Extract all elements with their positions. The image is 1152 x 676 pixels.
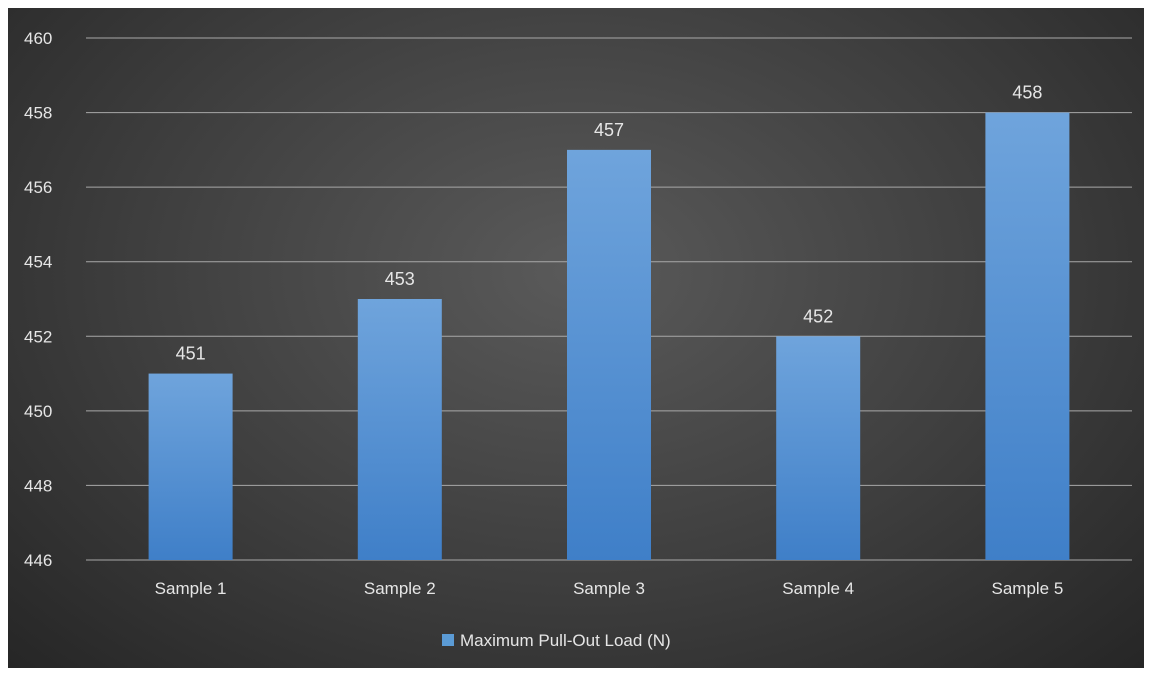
- chart-area: 446 448 450 452 454 456 458 460 451 453 457 452 458…: [8, 8, 1144, 668]
- y-tick-label: 450: [24, 402, 52, 421]
- legend-swatch: [442, 634, 454, 646]
- bar: [985, 112, 1070, 561]
- data-label: 457: [594, 120, 624, 140]
- data-labels: 451 453 457 452 458: [176, 83, 1043, 364]
- category-label: Sample 4: [782, 579, 854, 598]
- y-tick-label: 446: [24, 551, 52, 570]
- data-label: 451: [176, 344, 206, 364]
- y-tick-label: 454: [24, 253, 52, 272]
- category-label: Sample 1: [155, 579, 227, 598]
- y-tick-label: 460: [24, 29, 52, 48]
- bar-chart: 446 448 450 452 454 456 458 460 451 453 457 452 458…: [24, 29, 1132, 650]
- x-axis-category-labels: Sample 1 Sample 2 Sample 3 Sample 4 Sample 5: [155, 579, 1064, 598]
- data-label: 458: [1012, 83, 1042, 103]
- legend: Maximum Pull-Out Load (N): [442, 631, 671, 650]
- category-label: Sample 3: [573, 579, 645, 598]
- data-label: 452: [803, 306, 833, 326]
- bar: [357, 299, 442, 560]
- bar: [567, 149, 651, 560]
- y-tick-label: 458: [24, 104, 52, 123]
- bar: [776, 336, 861, 560]
- bars: [148, 112, 1070, 561]
- bar: [148, 373, 233, 560]
- y-axis-tick-labels: 446 448 450 452 454 456 458 460: [24, 29, 52, 570]
- y-tick-label: 452: [24, 327, 52, 346]
- y-tick-label: 448: [24, 476, 52, 495]
- data-label: 453: [385, 269, 415, 289]
- category-label: Sample 2: [364, 579, 436, 598]
- legend-label: Maximum Pull-Out Load (N): [460, 631, 671, 650]
- category-label: Sample 5: [991, 579, 1063, 598]
- y-tick-label: 456: [24, 178, 52, 197]
